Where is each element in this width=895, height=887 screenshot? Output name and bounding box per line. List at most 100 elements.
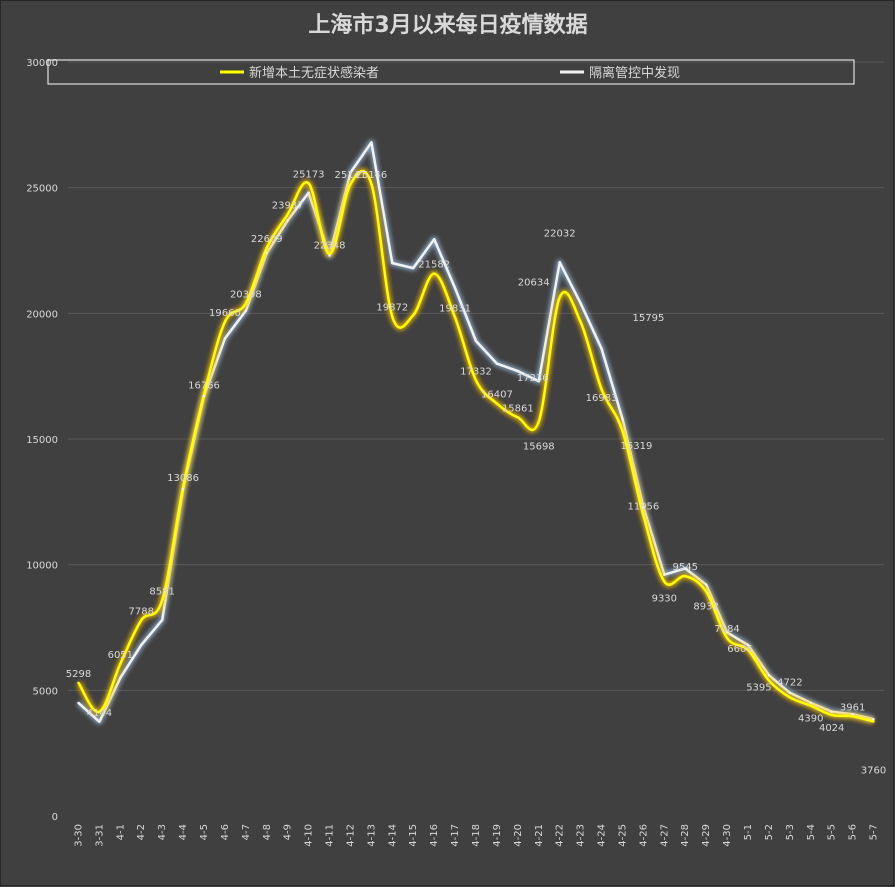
point-asymptomatic-4-10 — [307, 182, 310, 185]
point-asymptomatic-5-7 — [872, 720, 875, 723]
data-label-s0-4-27: 9330 — [652, 594, 677, 605]
x-tick-label-4-17: 4-17 — [450, 824, 461, 847]
data-label-s0-4-18: 17332 — [460, 366, 492, 377]
legend-box — [47, 59, 855, 85]
point-asymptomatic-5-5 — [830, 713, 833, 717]
x-tick-label-3-31: 3-31 — [94, 824, 105, 847]
point-quarantine-4-29 — [704, 583, 708, 586]
point-asymptomatic-3-31 — [98, 710, 101, 714]
point-quarantine-4-22 — [558, 261, 561, 264]
x-tick-label-5-2: 5-2 — [764, 824, 775, 840]
point-quarantine-4-18 — [474, 339, 478, 343]
point-asymptomatic-4-21 — [537, 420, 540, 423]
data-label-s0-4-3: 8581 — [149, 586, 174, 597]
point-quarantine-4-4 — [181, 488, 185, 491]
point-quarantine-4-26 — [642, 505, 645, 509]
data-label-s0-4-8: 22609 — [251, 234, 283, 245]
x-tick-label-4-25: 4-25 — [617, 824, 628, 847]
data-label-s1-4-21: 17236 — [517, 373, 549, 384]
gridlines — [68, 61, 884, 691]
point-asymptomatic-4-22 — [558, 296, 561, 299]
x-tick-label-4-18: 4-18 — [471, 824, 482, 847]
point-asymptomatic-4-6 — [223, 320, 227, 324]
point-asymptomatic-5-1 — [746, 648, 750, 652]
x-tick-label-5-1: 5-1 — [743, 824, 754, 840]
point-quarantine-4-19 — [495, 362, 499, 365]
point-quarantine-4-5 — [202, 395, 206, 398]
data-label-s1-4-22: 22032 — [544, 228, 576, 239]
data-label-s0-4-22: 20634 — [518, 277, 550, 288]
data-label-s0-4-13: 25146 — [355, 170, 387, 181]
x-tick-label-5-7: 5-7 — [869, 824, 880, 840]
point-quarantine-4-3 — [160, 618, 164, 622]
x-tick-label-4-14: 4-14 — [387, 824, 398, 847]
data-label-s0-4-20: 15861 — [502, 403, 534, 414]
point-quarantine-4-14 — [391, 261, 394, 265]
x-tick-label-4-28: 4-28 — [680, 824, 691, 847]
point-quarantine-4-2 — [140, 643, 143, 647]
data-label-s0-4-30: 7084 — [714, 624, 739, 635]
point-asymptomatic-4-5 — [202, 393, 206, 396]
point-quarantine-5-5 — [830, 710, 833, 713]
data-label-s0-4-19: 16407 — [481, 390, 513, 401]
point-asymptomatic-5-4 — [809, 704, 812, 707]
point-quarantine-4-8 — [265, 251, 268, 255]
y-tick-label-5000: 5000 — [33, 686, 58, 697]
x-tick-label-4-3: 4-3 — [157, 824, 168, 840]
point-quarantine-4-24 — [600, 347, 603, 350]
point-asymptomatic-4-24 — [600, 387, 603, 391]
point-quarantine-5-4 — [809, 701, 812, 705]
data-label-s0-4-4: 13086 — [167, 473, 199, 484]
x-axis: 3-30 3-31 4-1 4-2 4-3 4-4 4-5 4-6 4-7 4-8 4-9 4-10 4… — [73, 824, 879, 847]
x-tick-label-4-29: 4-29 — [701, 824, 712, 847]
x-tick-label-5-4: 5-4 — [806, 824, 817, 840]
point-asymptomatic-4-15 — [412, 314, 415, 317]
data-labels: 5298 4144 6051 7788 8581 13086 16766 19660 20398… — [66, 169, 887, 776]
point-quarantine-4-11 — [328, 254, 331, 257]
point-quarantine-4-25 — [621, 417, 624, 421]
point-asymptomatic-4-25 — [621, 429, 624, 433]
point-quarantine-3-30 — [77, 701, 80, 705]
point-asymptomatic-4-28 — [684, 574, 687, 578]
x-tick-label-4-27: 4-27 — [659, 824, 670, 847]
point-asymptomatic-5-3 — [788, 696, 792, 699]
point-quarantine-5-1 — [746, 643, 750, 647]
data-label-s0-4-21: 15698 — [523, 441, 555, 452]
data-label-s0-4-10: 25173 — [293, 169, 325, 180]
point-asymptomatic-4-30 — [725, 636, 729, 640]
x-tick-label-4-12: 4-12 — [345, 824, 356, 847]
point-asymptomatic-4-20 — [516, 416, 520, 419]
series-asymptomatic-line — [77, 169, 874, 723]
x-tick-label-4-8: 4-8 — [262, 824, 273, 840]
point-quarantine-5-2 — [767, 674, 771, 677]
point-quarantine-5-6 — [851, 713, 854, 716]
data-label-s0-5-6: 3961 — [840, 702, 865, 713]
chart-title: 上海市3月以来每日疫情数据 — [308, 12, 587, 38]
y-axis: 0 5000 10000 15000 20000 25000 30000 — [26, 58, 58, 823]
data-label-s0-4-17: 19831 — [439, 304, 471, 315]
point-asymptomatic-5-6 — [851, 715, 854, 718]
point-quarantine-4-9 — [286, 219, 289, 222]
data-label-s0-4-29: 8932 — [693, 602, 718, 613]
point-asymptomatic-4-14 — [391, 315, 394, 318]
y-tick-label-20000: 20000 — [26, 309, 58, 320]
data-label-s0-4-5: 16766 — [188, 381, 220, 392]
y-tick-label-15000: 15000 — [26, 435, 58, 446]
point-asymptomatic-4-2 — [140, 619, 143, 622]
point-asymptomatic-4-17 — [453, 316, 457, 319]
series-layer — [75, 139, 875, 725]
legend: 新增本土无症状感染者 隔离管控中发现 — [47, 59, 855, 85]
data-label-s0-4-11: 22348 — [314, 240, 346, 251]
data-label-s0-4-14: 19872 — [376, 303, 408, 314]
x-tick-label-4-6: 4-6 — [220, 824, 231, 840]
point-quarantine-4-28 — [684, 567, 687, 570]
y-tick-label-10000: 10000 — [26, 561, 58, 572]
data-label-s0-4-25: 15319 — [621, 441, 653, 452]
x-tick-label-4-21: 4-21 — [534, 824, 545, 847]
data-label-s0-4-12: 25141 — [335, 170, 367, 181]
point-asymptomatic-3-30 — [77, 681, 80, 685]
x-tick-label-4-30: 4-30 — [722, 824, 733, 847]
legend-label-quarantine: 隔离管控中发现 — [589, 65, 680, 81]
point-quarantine-4-23 — [579, 302, 582, 305]
